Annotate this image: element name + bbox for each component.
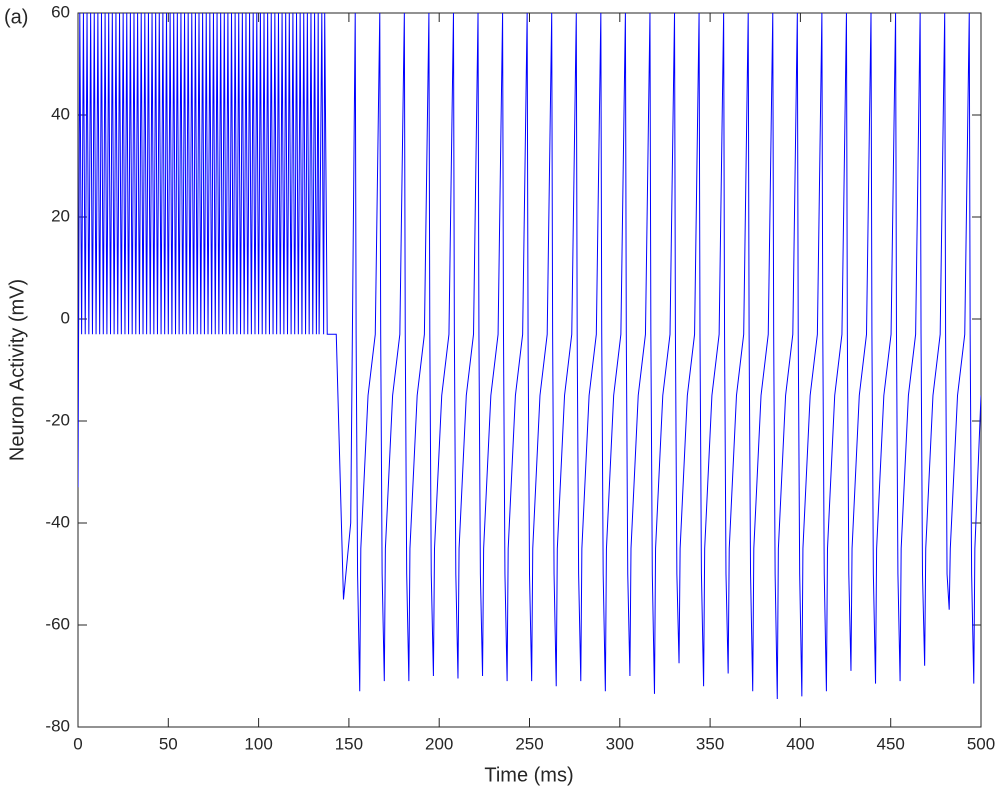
x-tick-label: 350	[696, 734, 724, 753]
signal-line	[78, 13, 981, 699]
panel-label: (a)	[4, 6, 28, 28]
y-tick-label: 60	[51, 2, 70, 21]
plot-frame	[77, 12, 982, 728]
x-tick-label: 150	[335, 734, 363, 753]
x-axis-label: Time (ms)	[484, 764, 573, 786]
y-tick-label: -20	[45, 410, 70, 429]
y-tick-label: -60	[45, 614, 70, 633]
x-tick-label: 100	[244, 734, 272, 753]
y-tick-label: -40	[45, 512, 70, 531]
x-tick-label: 50	[159, 734, 178, 753]
x-tick-label: 500	[967, 734, 995, 753]
x-tick-label: 200	[425, 734, 453, 753]
y-tick-label: 0	[61, 308, 70, 327]
x-tick-label: 400	[786, 734, 814, 753]
x-tick-label: 0	[73, 734, 82, 753]
y-tick-label: -80	[45, 716, 70, 735]
x-tick-label: 300	[606, 734, 634, 753]
x-tick-label: 450	[877, 734, 905, 753]
y-tick-label: 40	[51, 104, 70, 123]
x-tick-label: 250	[515, 734, 543, 753]
y-tick-label: 20	[51, 206, 70, 225]
y-axis-label: Neuron Activity (mV)	[6, 279, 28, 461]
